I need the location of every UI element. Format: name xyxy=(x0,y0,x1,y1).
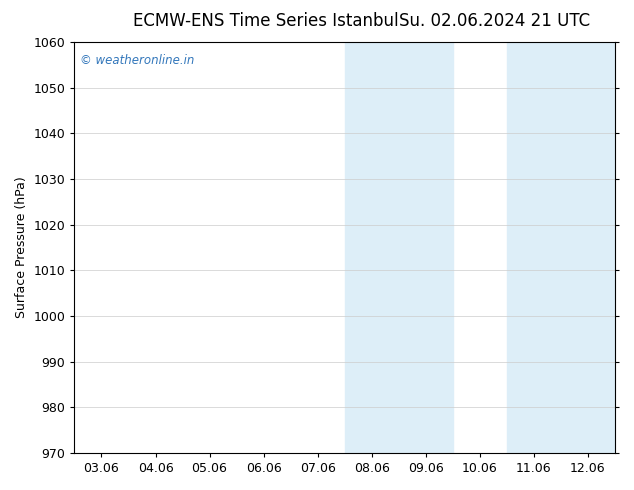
Y-axis label: Surface Pressure (hPa): Surface Pressure (hPa) xyxy=(15,176,28,318)
Bar xyxy=(345,42,453,453)
Text: ECMW-ENS Time Series Istanbul: ECMW-ENS Time Series Istanbul xyxy=(134,12,399,30)
Text: Su. 02.06.2024 21 UTC: Su. 02.06.2024 21 UTC xyxy=(399,12,590,30)
Text: © weatheronline.in: © weatheronline.in xyxy=(80,54,194,68)
Bar xyxy=(507,42,615,453)
